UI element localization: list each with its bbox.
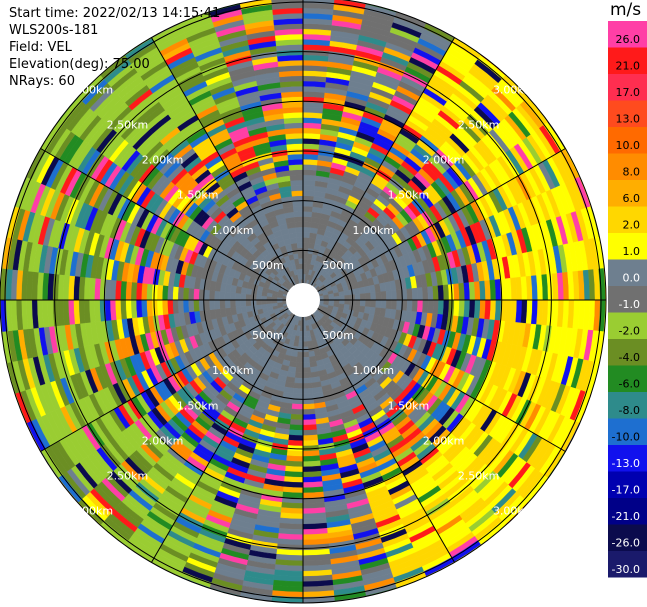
scan-info-panel: Start time: 2022/02/13 14:15:41 WLS200s-… <box>9 5 220 90</box>
colorbar-tick-label: 21.0 <box>616 60 641 73</box>
colorbar-unit-label: m/s <box>610 0 642 20</box>
colorbar-tick-label: 1.0 <box>623 245 641 258</box>
start-time-text: Start time: 2022/02/13 14:15:41 <box>9 6 221 21</box>
colorbar-tick-label: 0.0 <box>623 272 641 285</box>
colorbar-tick-label: -4.0 <box>619 351 640 364</box>
colorbar-tick-label: -1.0 <box>619 298 640 311</box>
instrument-text: WLS200s-181 <box>9 23 99 38</box>
colorbar-tick-label: -8.0 <box>619 404 640 417</box>
elevation-text: Elevation(deg): 75.00 <box>9 57 150 72</box>
colorbar-tick-label: 13.0 <box>616 113 641 126</box>
colorbar-tick-label: -13.0 <box>612 457 640 470</box>
radar-gates <box>0 0 607 604</box>
colorbar-tick-label: 2.0 <box>623 219 641 232</box>
colorbar-tick-label: 26.0 <box>616 33 641 46</box>
colorbar-tick-label: -21.0 <box>612 510 640 523</box>
colorbar-tick-label: 17.0 <box>616 86 641 99</box>
field-text: Field: VEL <box>9 40 72 55</box>
colorbar-tick-label: 6.0 <box>623 192 641 205</box>
colorbar-tick-label: 10.0 <box>616 139 641 152</box>
colorbar-tick-label: 8.0 <box>623 166 641 179</box>
nrays-text: NRays: 60 <box>9 74 75 89</box>
colorbar-tick-label: -26.0 <box>612 537 640 550</box>
colorbar-tick-label: -10.0 <box>612 431 640 444</box>
colorbar-tick-label: -30.0 <box>612 563 640 576</box>
colorbar-tick-label: -17.0 <box>612 484 640 497</box>
colorbar-tick-label: -6.0 <box>619 378 640 391</box>
colorbar-tick-label: -2.0 <box>619 325 640 338</box>
